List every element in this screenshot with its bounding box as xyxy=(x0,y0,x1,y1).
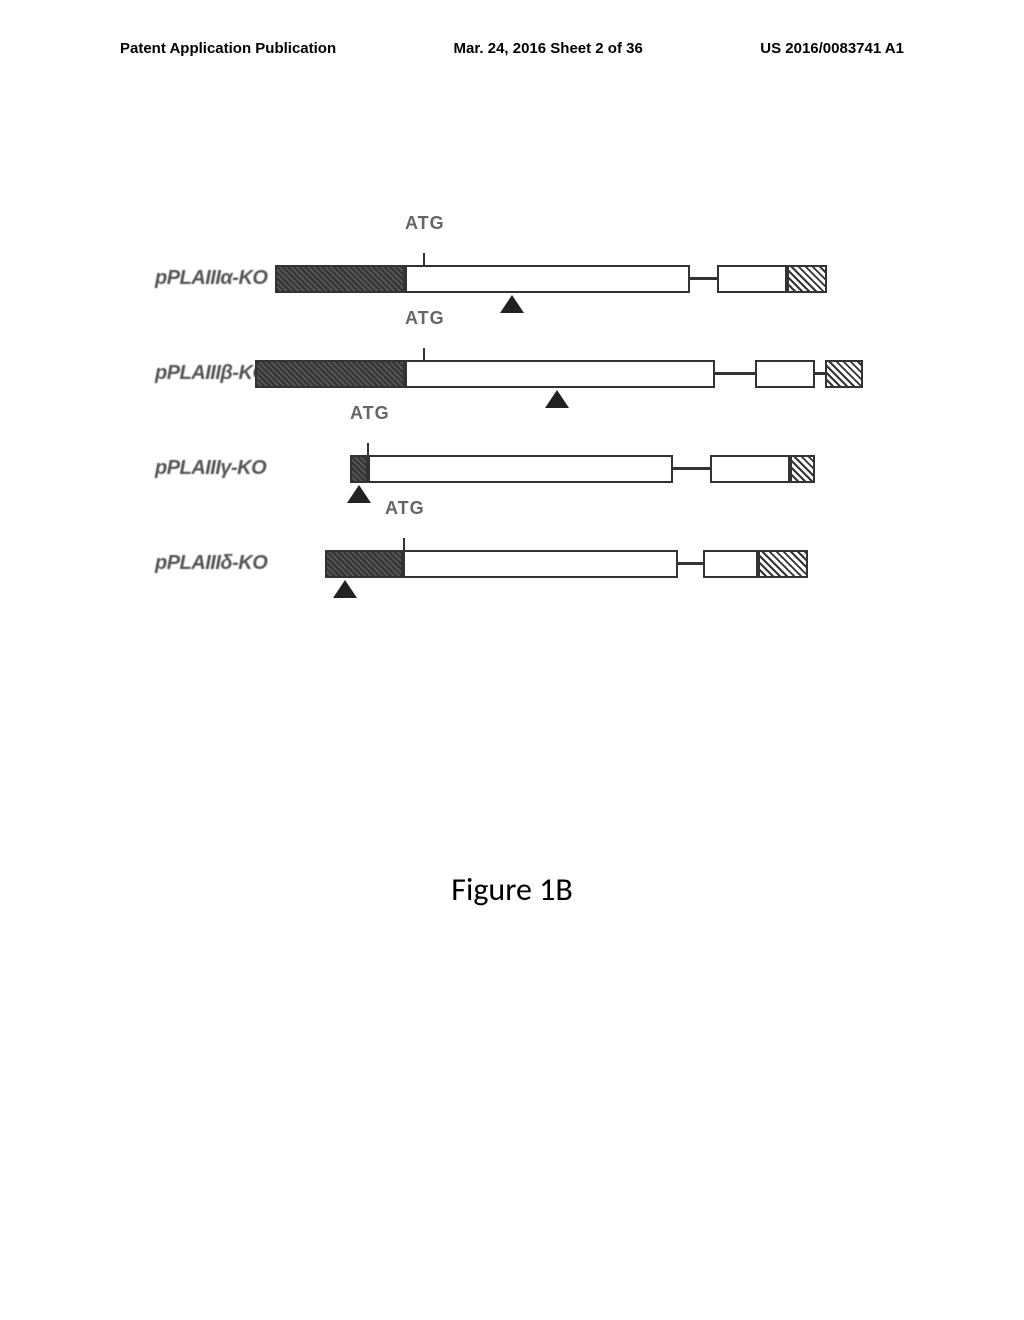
intron-line xyxy=(815,372,825,375)
gene-label: pPLAIIIβ-KO xyxy=(155,362,267,385)
header-right: US 2016/0083741 A1 xyxy=(760,40,904,57)
exon-box-dark xyxy=(255,360,405,388)
exon-box-dark xyxy=(350,455,368,483)
atg-label: ATG xyxy=(405,213,445,234)
atg-tick xyxy=(423,348,425,360)
exon-box-hatched xyxy=(758,550,808,578)
exon-box-hatched xyxy=(787,265,827,293)
gene-row: pPLAIIIβ-KOATG xyxy=(155,330,875,420)
page-header: Patent Application Publication Mar. 24, … xyxy=(0,40,1024,57)
gene-label: pPLAIIIα-KO xyxy=(155,267,267,290)
exon-box-white xyxy=(405,265,690,293)
exon-box-dark xyxy=(275,265,405,293)
exon-box-white xyxy=(717,265,787,293)
figure-caption: Figure 1B xyxy=(0,870,1024,909)
exon-box-white xyxy=(703,550,758,578)
atg-tick xyxy=(423,253,425,265)
exon-box-white xyxy=(405,360,715,388)
insertion-triangle-icon xyxy=(333,580,357,598)
insertion-triangle-icon xyxy=(500,295,524,313)
exon-box-hatched xyxy=(825,360,863,388)
exon-box-hatched xyxy=(790,455,815,483)
gene-label: pPLAIIIδ-KO xyxy=(155,552,267,575)
gene-row: pPLAIIIδ-KOATG xyxy=(155,520,875,610)
atg-label: ATG xyxy=(385,498,425,519)
gene-row: pPLAIIIα-KOATG xyxy=(155,235,875,325)
gene-label: pPLAIIIγ-KO xyxy=(155,457,266,480)
intron-line xyxy=(690,277,717,280)
atg-label: ATG xyxy=(350,403,390,424)
intron-line xyxy=(715,372,755,375)
header-center: Mar. 24, 2016 Sheet 2 of 36 xyxy=(454,40,643,57)
atg-tick xyxy=(367,443,369,455)
header-left: Patent Application Publication xyxy=(120,40,336,57)
gene-row: pPLAIIIγ-KOATG xyxy=(155,425,875,515)
insertion-triangle-icon xyxy=(347,485,371,503)
intron-line xyxy=(673,467,710,470)
exon-box-white xyxy=(403,550,678,578)
exon-box-dark xyxy=(325,550,403,578)
atg-label: ATG xyxy=(405,308,445,329)
exon-box-white xyxy=(368,455,673,483)
atg-tick xyxy=(403,538,405,550)
gene-diagram: pPLAIIIα-KOATGpPLAIIIβ-KOATGpPLAIIIγ-KOA… xyxy=(155,235,875,615)
exon-box-white xyxy=(710,455,790,483)
insertion-triangle-icon xyxy=(545,390,569,408)
intron-line xyxy=(678,562,703,565)
exon-box-white xyxy=(755,360,815,388)
